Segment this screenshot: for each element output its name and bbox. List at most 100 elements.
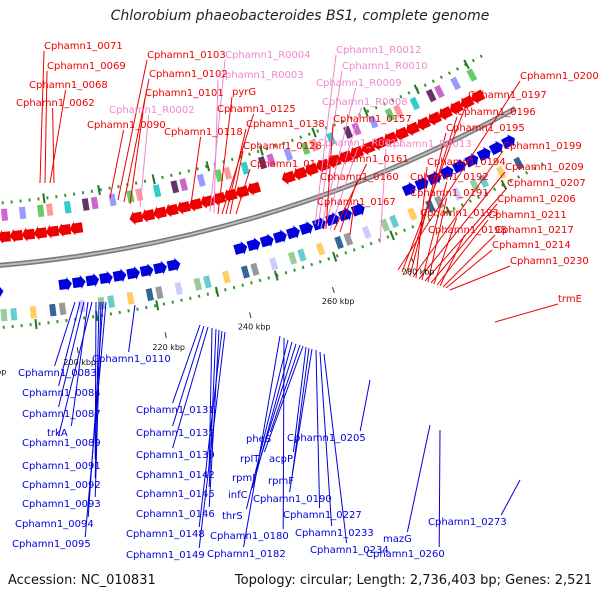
scale-label: 200 kbp bbox=[63, 358, 96, 367]
forward-label: Cphamn1_0209 bbox=[505, 162, 584, 173]
reverse-gene-arrow bbox=[233, 240, 249, 257]
forward-leader-line bbox=[350, 207, 354, 235]
cog-box-inner bbox=[107, 295, 115, 308]
cog-box-inner bbox=[389, 215, 399, 228]
reverse-label: Cphamn1_0083 bbox=[18, 368, 97, 379]
cog-box-outer bbox=[19, 207, 26, 220]
reverse-gene-arrow bbox=[153, 260, 169, 276]
forward-label: Cphamn1_0141 bbox=[250, 159, 329, 170]
forward-gene-arrow bbox=[0, 229, 11, 244]
cog-box-inner bbox=[250, 263, 259, 276]
forward-leader-line bbox=[450, 266, 510, 290]
cog-box-inner bbox=[316, 242, 326, 255]
forward-label: Cphamn1_0090 bbox=[87, 120, 166, 131]
forward-gene-arrow bbox=[9, 228, 23, 243]
reverse-gene-arrow-shape bbox=[0, 284, 4, 299]
genome-map[interactable]: Cphamn1_0071 Cphamn1_0069 Cphamn1_0068 Cpha… bbox=[0, 0, 600, 600]
forward-label: Cphamn1_0193 bbox=[420, 208, 499, 219]
forward-label: Cphamn1_0071 bbox=[44, 41, 123, 52]
reverse-gene-arrow-shape bbox=[233, 240, 249, 257]
forward-label: Cphamn1_0102 bbox=[149, 69, 228, 80]
forward-label: Cphamn1_0118 bbox=[164, 127, 243, 138]
reverse-gene-arrow bbox=[99, 270, 114, 286]
forward-gene-arrow-shape bbox=[21, 227, 35, 242]
forward-gene-arrow-shape bbox=[0, 229, 11, 244]
forward-label: pyrG bbox=[232, 87, 256, 98]
forward-label: Cphamn1_R0003 bbox=[218, 70, 304, 81]
forward-label: Cphamn1_0197 bbox=[468, 90, 547, 101]
scale-label: 260 kbp bbox=[322, 297, 355, 306]
cog-box-outer bbox=[109, 193, 117, 206]
forward-leader-line bbox=[110, 130, 124, 198]
reverse-gene-arrow bbox=[0, 284, 4, 299]
reverse-gene-arrow bbox=[259, 232, 275, 249]
forward-label: Cphamn1_0068 bbox=[29, 80, 108, 91]
forward-label: Cphamn1_0230 bbox=[510, 256, 589, 267]
forward-label: Cphamn1_R0004 bbox=[225, 50, 311, 61]
reverse-label: Cphamn1_0094 bbox=[15, 519, 94, 530]
reverse-label: Cphamn1_0146 bbox=[136, 509, 215, 520]
reverse-leader-line bbox=[360, 380, 370, 431]
forward-label: Cphamn1_0217 bbox=[495, 225, 574, 236]
reverse-label: rpmI bbox=[232, 473, 255, 484]
forward-label: Cphamn1_0195 bbox=[446, 123, 525, 134]
cog-box-inner bbox=[194, 278, 203, 291]
reverse-gene-arrow-shape bbox=[153, 260, 169, 276]
cog-box-outer bbox=[37, 204, 44, 217]
reverse-label: Cphamn1_0089 bbox=[22, 438, 101, 449]
forward-label: Cphamn1_0160 bbox=[320, 172, 399, 183]
reverse-gene-arrow-shape bbox=[58, 276, 73, 292]
reverse-label: rpmF bbox=[268, 476, 294, 487]
reverse-label: rplT bbox=[240, 454, 260, 465]
cog-box-inner bbox=[407, 207, 417, 220]
cog-box-inner bbox=[297, 248, 306, 261]
cog-box-inner bbox=[362, 226, 372, 239]
reverse-label: mazG bbox=[383, 534, 412, 545]
cog-box-inner bbox=[10, 308, 17, 321]
reverse-label: Cphamn1_0091 bbox=[22, 461, 101, 472]
cog-box-inner bbox=[146, 288, 154, 301]
scale-label: 240 kbp bbox=[238, 323, 271, 332]
forward-label: trmE bbox=[558, 294, 582, 305]
forward-label: Cphamn1_0200 bbox=[520, 71, 599, 82]
cog-box-inner bbox=[59, 302, 66, 315]
forward-leader-line bbox=[53, 108, 54, 183]
reverse-leader-line bbox=[173, 325, 200, 403]
cog-box-outer bbox=[223, 167, 232, 180]
forward-label: Cphamn1_0199 bbox=[503, 141, 582, 152]
cog-box-outer bbox=[135, 188, 143, 201]
reverse-gene-arrow bbox=[72, 274, 87, 290]
forward-gene-arrow bbox=[128, 210, 143, 226]
cog-box-outer bbox=[82, 198, 90, 211]
reverse-gene-arrow-shape bbox=[112, 268, 127, 284]
reverse-label: Cphamn1_0095 bbox=[12, 539, 91, 550]
forward-label: Cphamn1_0128 bbox=[243, 141, 322, 152]
cog-box-inner bbox=[343, 233, 353, 246]
reverse-gene-arrow bbox=[139, 262, 154, 278]
forward-gene-arrow bbox=[280, 169, 297, 186]
reverse-label: infC bbox=[228, 490, 248, 501]
cog-box-inner bbox=[0, 309, 7, 321]
forward-label: Cphamn1_0062 bbox=[16, 98, 95, 109]
reverse-label: Cphamn1_0148 bbox=[126, 529, 205, 540]
forward-label: Cphamn1_0211 bbox=[488, 210, 567, 221]
reverse-gene-arrow-shape bbox=[126, 265, 141, 281]
forward-label: Cphamn1_0069 bbox=[47, 61, 126, 72]
reverse-label: Cphamn1_0149 bbox=[126, 550, 205, 561]
reverse-label: thrS bbox=[222, 511, 243, 522]
scale-label: 180 kbp bbox=[0, 367, 6, 376]
ring-mark bbox=[43, 193, 44, 203]
reverse-label: Cphamn1_0273 bbox=[428, 517, 507, 528]
reverse-gene-arrow bbox=[112, 268, 127, 284]
ring-mark bbox=[98, 185, 100, 195]
scale-tick bbox=[411, 258, 413, 264]
cog-box-inner bbox=[241, 265, 250, 278]
forward-label: Cphamn1_0196 bbox=[457, 107, 536, 118]
forward-label: Cphamn1_0101 bbox=[145, 88, 224, 99]
reverse-label: Cphamn1_0205 bbox=[287, 433, 366, 444]
reverse-gene-arrow-shape bbox=[246, 236, 262, 253]
cog-box-outer bbox=[426, 89, 437, 102]
forward-label: Cphamn1_R0008 bbox=[322, 97, 408, 108]
forward-label: Cphamn1_0207 bbox=[507, 178, 586, 189]
reverse-label: acpP bbox=[269, 454, 293, 465]
